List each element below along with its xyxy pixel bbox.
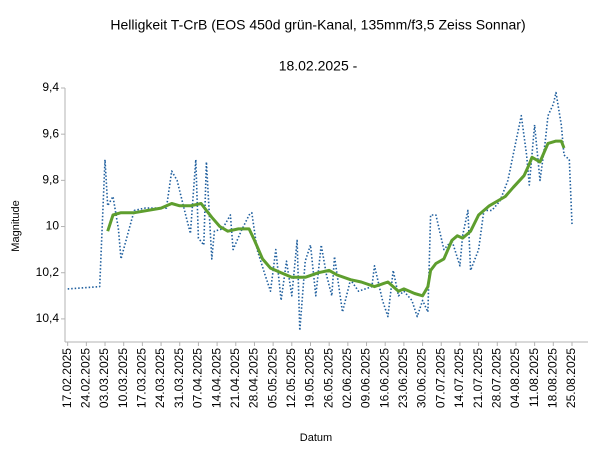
x-axis-label: Datum <box>300 432 332 444</box>
x-tick-label: 31.03.2025 <box>172 348 186 408</box>
x-tick-label: 02.06.2025 <box>340 348 354 408</box>
x-tick-label: 11.08.2025 <box>527 348 541 407</box>
y-tick-label: 10 <box>46 219 60 233</box>
x-tick-label: 07.07.2025 <box>433 348 447 408</box>
x-tick-label: 28.04.2025 <box>247 348 261 408</box>
x-tick-label: 03.03.2025 <box>97 348 111 408</box>
x-tick-label: 17.03.2025 <box>135 348 149 408</box>
y-axis-label: Magnitude <box>10 200 22 251</box>
x-tick-label: 24.03.2025 <box>153 348 167 408</box>
x-tick-label: 10.03.2025 <box>116 348 130 408</box>
x-tick-label: 25.08.2025 <box>564 348 578 408</box>
x-tick-label: 26.05.2025 <box>321 348 335 408</box>
y-tick-label: 9,6 <box>42 126 59 140</box>
x-tick-label: 30.06.2025 <box>415 348 429 408</box>
y-tick-label: 10,2 <box>36 265 60 279</box>
data-line <box>67 91 573 332</box>
y-tick-label: 9,8 <box>42 173 59 187</box>
x-tick-label: 24.02.2025 <box>79 348 93 408</box>
x-tick-label: 07.04.2025 <box>191 348 205 408</box>
x-tick-label: 21.07.2025 <box>471 348 485 408</box>
x-tick-label: 09.06.2025 <box>359 348 373 408</box>
x-tick-label: 23.06.2025 <box>396 348 410 408</box>
x-tick-label: 28.07.2025 <box>489 348 503 408</box>
x-tick-label: 21.04.2025 <box>228 348 242 408</box>
y-tick-label: 9,4 <box>42 80 59 94</box>
x-tick-label: 14.04.2025 <box>209 348 223 408</box>
chart-title: Helligkeit T-CrB (EOS 450d grün-Kanal, 1… <box>110 17 525 33</box>
x-tick-label: 12.05.2025 <box>284 348 298 408</box>
x-tick-label: 18.08.2025 <box>545 348 559 408</box>
x-tick-label: 16.06.2025 <box>377 348 391 408</box>
chart-subtitle: 18.02.2025 - <box>279 58 358 74</box>
y-tick-label: 10,4 <box>36 311 60 325</box>
x-tick-label: 05.05.2025 <box>265 348 279 408</box>
x-tick-label: 17.02.2025 <box>60 348 74 408</box>
x-tick-label: 14.07.2025 <box>452 348 466 408</box>
data-line <box>106 139 566 298</box>
x-tick-label: 19.05.2025 <box>303 348 317 408</box>
x-tick-label: 04.08.2025 <box>508 348 522 408</box>
